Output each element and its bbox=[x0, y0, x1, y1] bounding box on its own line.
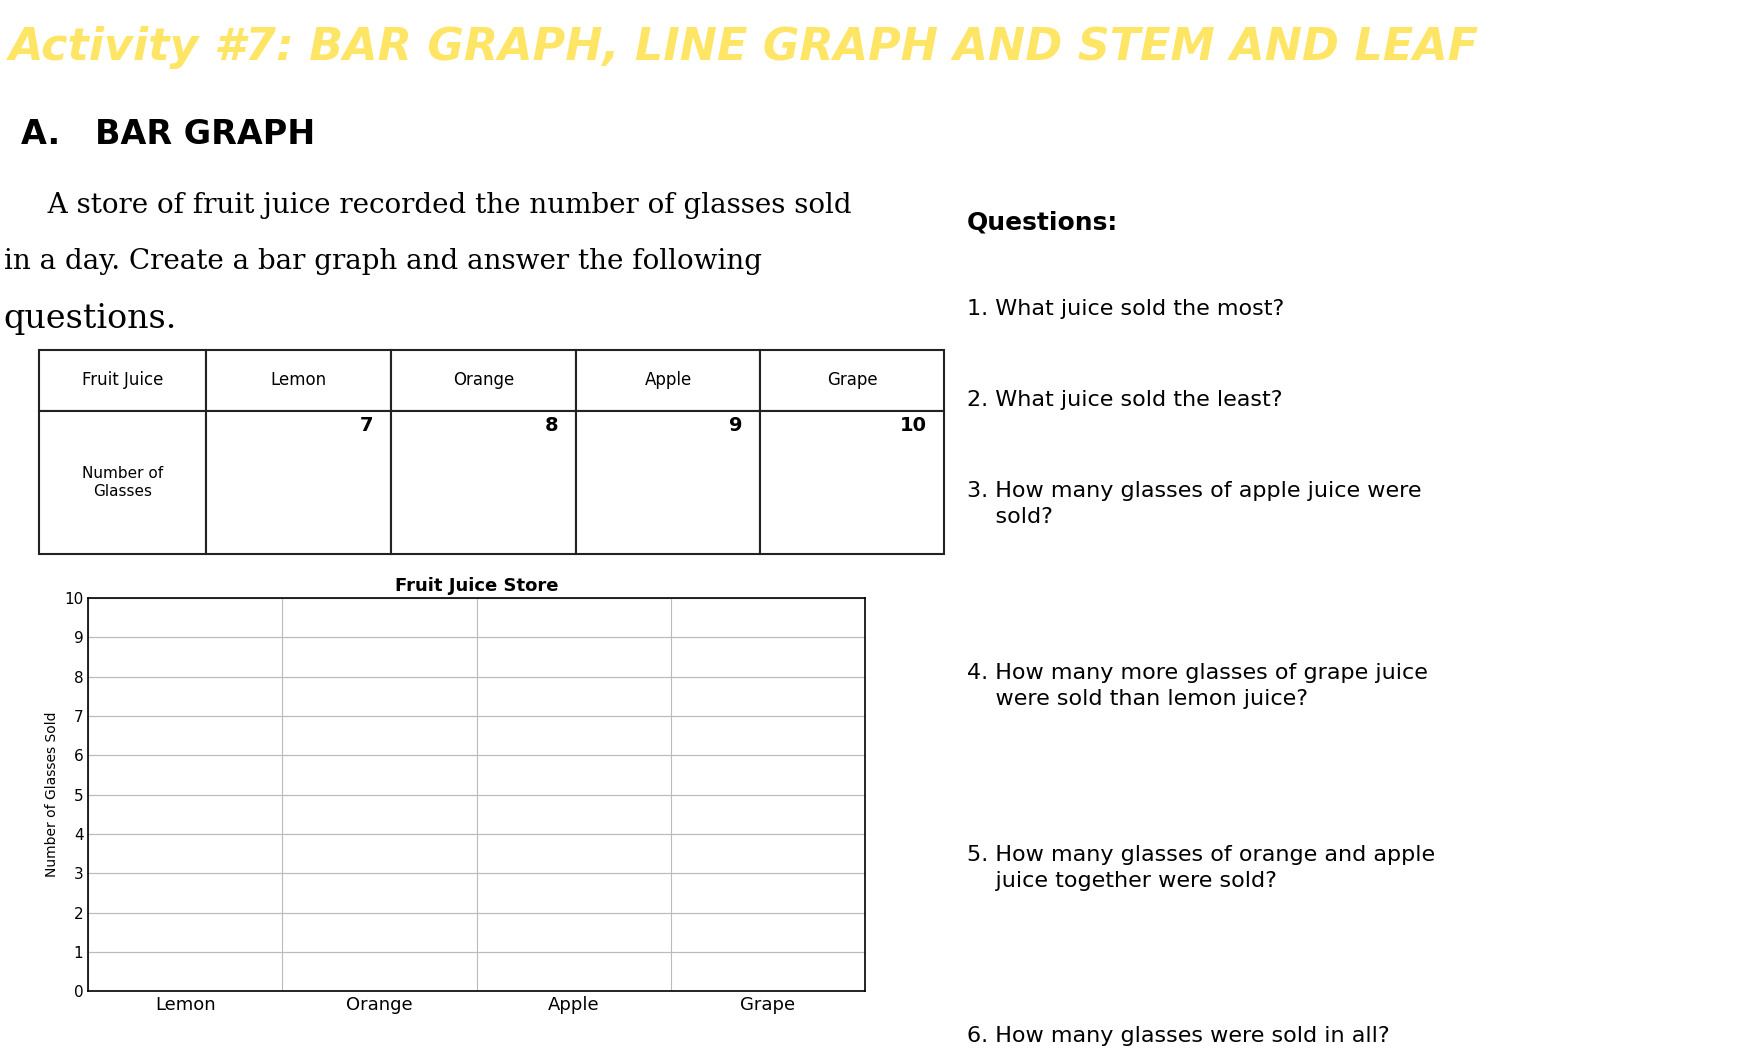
Text: 9: 9 bbox=[729, 415, 743, 434]
Bar bbox=[575, 349, 760, 411]
Text: A store of fruit juice recorded the number of glasses sold: A store of fruit juice recorded the numb… bbox=[21, 192, 852, 219]
Text: A.   BAR GRAPH: A. BAR GRAPH bbox=[21, 117, 316, 151]
Text: 10: 10 bbox=[900, 415, 926, 434]
Text: 8: 8 bbox=[543, 415, 557, 434]
Text: Grape: Grape bbox=[827, 371, 877, 389]
Text: Fruit Juice: Fruit Juice bbox=[81, 371, 164, 389]
Text: Lemon: Lemon bbox=[270, 371, 326, 389]
Bar bbox=[575, 411, 760, 554]
Title: Fruit Juice Store: Fruit Juice Store bbox=[395, 577, 557, 595]
Text: Orange: Orange bbox=[453, 371, 513, 389]
Text: 3. How many glasses of apple juice were
    sold?: 3. How many glasses of apple juice were … bbox=[967, 480, 1422, 527]
Text: 1. What juice sold the most?: 1. What juice sold the most? bbox=[967, 299, 1284, 319]
Bar bbox=[760, 349, 944, 411]
Bar bbox=[392, 349, 575, 411]
Text: Number of
Glasses: Number of Glasses bbox=[81, 466, 162, 498]
Text: 2. What juice sold the least?: 2. What juice sold the least? bbox=[967, 389, 1282, 409]
Bar bbox=[206, 349, 392, 411]
Text: 7: 7 bbox=[360, 415, 374, 434]
Text: in a day. Create a bar graph and answer the following: in a day. Create a bar graph and answer … bbox=[4, 248, 760, 275]
Bar bbox=[39, 349, 206, 411]
Y-axis label: Number of Glasses Sold: Number of Glasses Sold bbox=[44, 712, 58, 877]
Text: Activity #7: BAR GRAPH, LINE GRAPH AND STEM AND LEAF: Activity #7: BAR GRAPH, LINE GRAPH AND S… bbox=[9, 26, 1478, 68]
Text: Questions:: Questions: bbox=[967, 211, 1118, 235]
Text: Apple: Apple bbox=[644, 371, 691, 389]
Bar bbox=[39, 411, 206, 554]
Bar bbox=[760, 411, 944, 554]
Text: 4. How many more glasses of grape juice
    were sold than lemon juice?: 4. How many more glasses of grape juice … bbox=[967, 663, 1427, 709]
Bar bbox=[392, 411, 575, 554]
Text: 5. How many glasses of orange and apple
    juice together were sold?: 5. How many glasses of orange and apple … bbox=[967, 844, 1434, 891]
Text: 6. How many glasses were sold in all?: 6. How many glasses were sold in all? bbox=[967, 1027, 1388, 1047]
Bar bbox=[206, 411, 392, 554]
Text: questions.: questions. bbox=[4, 303, 176, 336]
